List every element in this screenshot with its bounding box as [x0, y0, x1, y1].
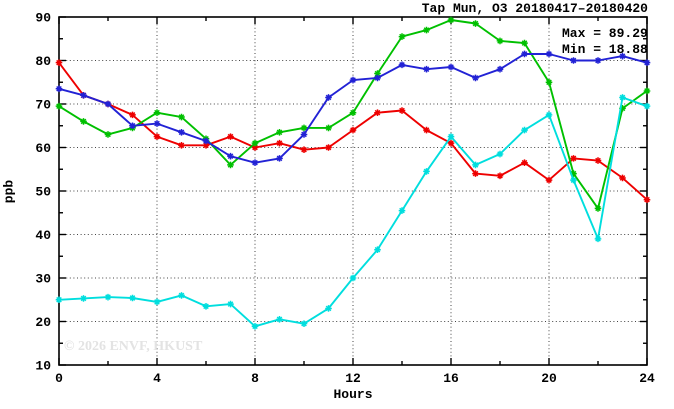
x-tick-label: 24: [639, 371, 655, 386]
series-blue-line: [58, 53, 648, 164]
max-value-label: Max = 89.29: [562, 26, 648, 41]
y-tick-label: 80: [35, 54, 51, 69]
x-tick-label: 8: [251, 371, 259, 386]
series-green-markers: [55, 16, 651, 212]
y-tick-label: 60: [35, 141, 51, 156]
y-tick-label: 20: [35, 315, 51, 330]
y-tick-label: 10: [35, 359, 51, 374]
series-cyan-markers: [55, 94, 651, 330]
y-tick-label: 90: [35, 11, 51, 26]
x-tick-label: 20: [541, 371, 557, 386]
y-tick-label: 70: [35, 98, 51, 113]
y-tick-label: 50: [35, 185, 51, 200]
min-value-label: Min = 18.88: [562, 42, 648, 57]
x-tick-label: 4: [153, 371, 161, 386]
chart-title: Tap Mun, O3 20180417–20180420: [421, 1, 648, 16]
x-tick-label: 12: [345, 371, 361, 386]
stats-annotation: Max = 89.29 Min = 18.88: [562, 26, 648, 58]
y-axis-label: ppb: [1, 179, 17, 204]
x-tick-label: 16: [443, 371, 459, 386]
x-tick-label: 0: [55, 371, 63, 386]
series-blue-markers: [55, 50, 651, 167]
watermark: © 2026 ENVF, HKUST: [64, 339, 203, 354]
x-axis-label: Hours: [333, 387, 373, 402]
y-tick-label: 40: [35, 228, 51, 243]
y-tick-label: 30: [35, 272, 51, 287]
